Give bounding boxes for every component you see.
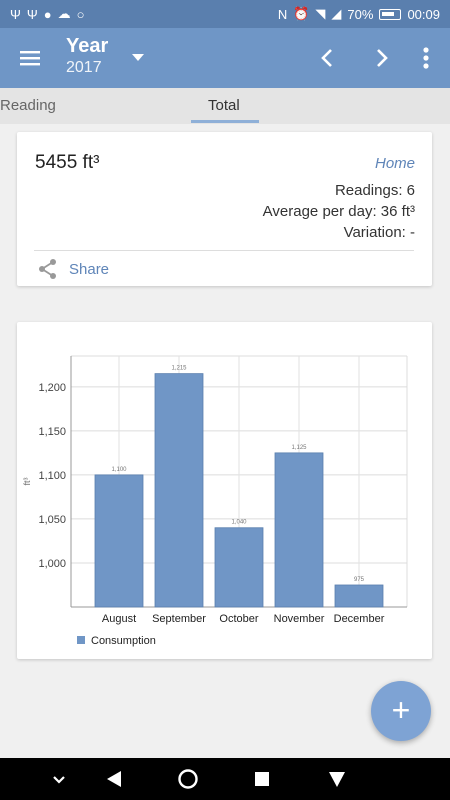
legend-swatch: [77, 636, 85, 644]
x-tick-label: October: [219, 613, 258, 625]
nfc-icon: N: [277, 6, 288, 22]
y-tick-label: 1,050: [38, 514, 66, 526]
chart-card: 1,000 1,050 1,100 1,150 1,200 1,100 August 1,21…: [17, 322, 432, 659]
add-reading-button[interactable]: +: [371, 681, 431, 741]
share-button[interactable]: Share: [37, 258, 109, 280]
share-label: Share: [69, 260, 110, 278]
y-tick-label: 1,100: [38, 470, 66, 482]
data-label: 975: [354, 577, 365, 583]
dropdown-arrow-icon[interactable]: [131, 51, 145, 63]
readings-count: Readings: 6: [334, 182, 415, 199]
signal-icon: ◢: [331, 6, 342, 21]
total-consumption: 5455 ft³: [35, 152, 100, 173]
legend-label: Consumption: [91, 635, 156, 647]
y-axis-label: ft³: [22, 477, 32, 485]
data-label: 1,100: [111, 467, 127, 473]
variation: Variation: -: [343, 224, 415, 241]
x-tick-label: August: [102, 613, 136, 625]
wifi-icon: ◥: [315, 6, 326, 21]
period-selector[interactable]: Year 2017: [66, 34, 108, 78]
active-tab-indicator: [191, 120, 259, 123]
bar-september: [154, 373, 204, 608]
tab-reading[interactable]: Reading: [0, 97, 56, 114]
tab-bar: Reading Total: [0, 88, 450, 124]
x-tick-label: November: [274, 613, 325, 625]
app-toolbar: Year 2017: [0, 28, 450, 88]
usb-icon: Ψ: [10, 6, 21, 22]
x-tick-label: December: [334, 613, 385, 625]
next-icon[interactable]: [369, 46, 393, 70]
bar-october: [214, 527, 264, 608]
home-icon[interactable]: [175, 766, 201, 792]
status-bar: Ψ Ψ ● ☁ ○ N ⏰ ◥ ◢ 70% 00:09: [0, 0, 450, 28]
data-label: 1,040: [231, 520, 247, 526]
y-tick-label: 1,000: [38, 558, 66, 570]
system-nav-bar: [0, 758, 450, 800]
toolbar-title: Year: [66, 35, 109, 57]
cloud-icon: ☁: [57, 6, 71, 21]
share-icon: [39, 259, 56, 279]
summary-card: 5455 ft³ Home Readings: 6 Average per da…: [17, 132, 432, 286]
notification-icons: Ψ Ψ ● ☁ ○: [10, 6, 84, 22]
bar-november: [274, 452, 324, 608]
data-label: 1,125: [291, 445, 307, 451]
x-tick-label: September: [152, 613, 206, 625]
drop-icon: ●: [43, 6, 52, 22]
y-tick-label: 1,200: [38, 382, 66, 394]
tab-total[interactable]: Total: [208, 97, 240, 114]
battery-icon: [379, 8, 402, 20]
previous-icon[interactable]: [316, 46, 340, 70]
toolbar-subtitle: 2017: [66, 59, 102, 76]
location-label: Home: [374, 155, 415, 172]
battery-percent: 70%: [347, 6, 374, 22]
notification-shade-icon[interactable]: [324, 766, 350, 792]
more-options-icon[interactable]: [416, 44, 436, 72]
back-icon[interactable]: [101, 766, 127, 792]
circle-icon: ○: [76, 6, 85, 22]
data-label: 1,215: [171, 366, 187, 372]
recents-icon[interactable]: [249, 766, 275, 792]
card-divider: [34, 250, 414, 251]
y-tick-label: 1,150: [38, 426, 66, 438]
average-per-day: Average per day: 36 ft³: [262, 203, 415, 220]
clock: 00:09: [407, 6, 440, 22]
system-icons: N ⏰ ◥ ◢ 70% 00:09: [278, 6, 440, 22]
bar-december: [334, 584, 384, 608]
alarm-icon: ⏰: [293, 6, 310, 21]
consumption-bar-chart: 1,000 1,050 1,100 1,150 1,200 1,100 August 1,21…: [22, 355, 408, 647]
hide-keyboard-icon[interactable]: [46, 766, 72, 792]
menu-icon[interactable]: [18, 46, 42, 70]
bar-august: [94, 474, 144, 608]
usb-icon-2: Ψ: [26, 6, 38, 22]
